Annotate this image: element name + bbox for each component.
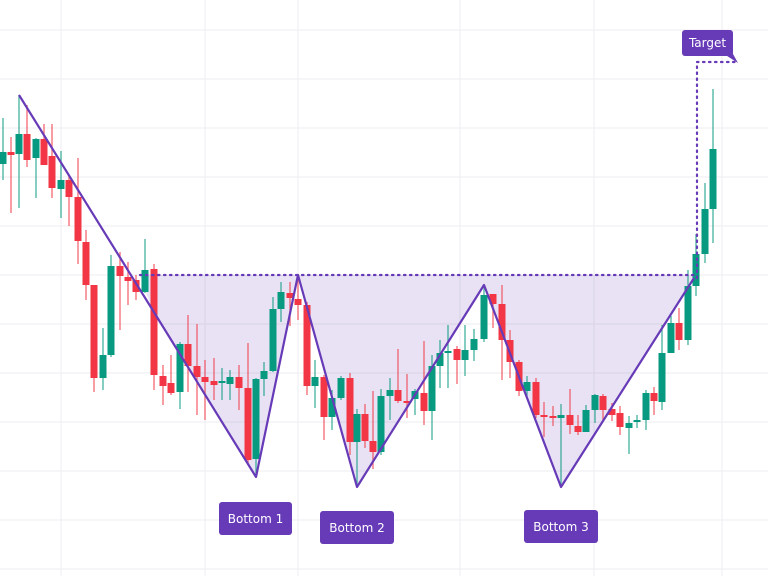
candle xyxy=(132,275,140,300)
candle xyxy=(235,365,243,410)
candle xyxy=(7,137,15,213)
candle xyxy=(116,252,124,330)
candle xyxy=(337,376,345,400)
pattern-fill xyxy=(140,275,694,487)
candle xyxy=(642,390,650,430)
candle xyxy=(599,394,607,420)
candle xyxy=(320,375,328,440)
candle xyxy=(82,230,90,300)
candle xyxy=(701,183,709,263)
candle xyxy=(420,341,428,425)
candle xyxy=(226,370,234,400)
candle xyxy=(549,406,557,426)
candle xyxy=(32,138,40,198)
candle xyxy=(23,105,31,167)
candle xyxy=(65,175,73,226)
target-label-tail-icon xyxy=(724,54,738,63)
candle xyxy=(444,325,452,388)
candle xyxy=(394,349,402,403)
candle xyxy=(675,308,683,350)
candle xyxy=(15,95,23,208)
candle xyxy=(244,343,252,465)
candle xyxy=(277,282,285,322)
candle xyxy=(574,415,582,435)
pattern-fill-area xyxy=(140,275,694,487)
candle xyxy=(184,315,192,392)
pattern-lines xyxy=(18,60,740,489)
candle xyxy=(167,355,175,395)
bottom-1-label: Bottom 1 xyxy=(219,502,292,535)
candle xyxy=(0,118,7,180)
candle xyxy=(523,376,531,396)
candle xyxy=(269,297,277,372)
candle xyxy=(90,285,98,392)
candle xyxy=(107,255,115,357)
candle xyxy=(150,264,158,390)
candle xyxy=(582,405,590,432)
candle xyxy=(436,340,444,388)
candle xyxy=(361,404,369,448)
candle xyxy=(294,275,302,320)
bottom-3-label: Bottom 3 xyxy=(524,510,598,543)
candle xyxy=(346,373,354,455)
candle xyxy=(557,404,565,487)
candle xyxy=(377,389,385,455)
candle xyxy=(311,360,319,408)
candles xyxy=(0,89,717,487)
candle xyxy=(633,415,641,428)
candle xyxy=(159,365,167,405)
candle xyxy=(260,362,268,396)
candle xyxy=(48,124,56,198)
candle xyxy=(532,378,540,418)
candle xyxy=(667,316,675,353)
candle xyxy=(591,394,599,423)
candle xyxy=(616,406,624,435)
candle xyxy=(99,328,107,390)
candle xyxy=(709,89,717,243)
candle xyxy=(201,360,209,420)
candle xyxy=(303,302,311,395)
candle xyxy=(453,346,461,384)
candle xyxy=(625,416,633,454)
candle xyxy=(141,239,149,293)
candle xyxy=(540,402,548,437)
candle xyxy=(353,409,361,487)
candle xyxy=(252,378,260,476)
candle xyxy=(386,378,394,420)
candle xyxy=(566,389,574,434)
candle xyxy=(650,387,658,415)
zigzag-line xyxy=(18,94,695,489)
candle xyxy=(403,374,411,418)
candle xyxy=(658,325,666,410)
target-projection-line xyxy=(695,60,740,280)
target-label: Target xyxy=(682,30,733,56)
bottom-2-label: Bottom 2 xyxy=(320,511,394,544)
candle xyxy=(193,324,201,415)
candle xyxy=(369,391,377,469)
candle xyxy=(210,358,218,400)
candle xyxy=(74,158,82,264)
candle xyxy=(40,124,48,165)
candle xyxy=(218,368,226,400)
candle xyxy=(480,285,488,342)
candle xyxy=(461,325,469,376)
candle xyxy=(470,329,478,361)
candle xyxy=(684,270,692,345)
